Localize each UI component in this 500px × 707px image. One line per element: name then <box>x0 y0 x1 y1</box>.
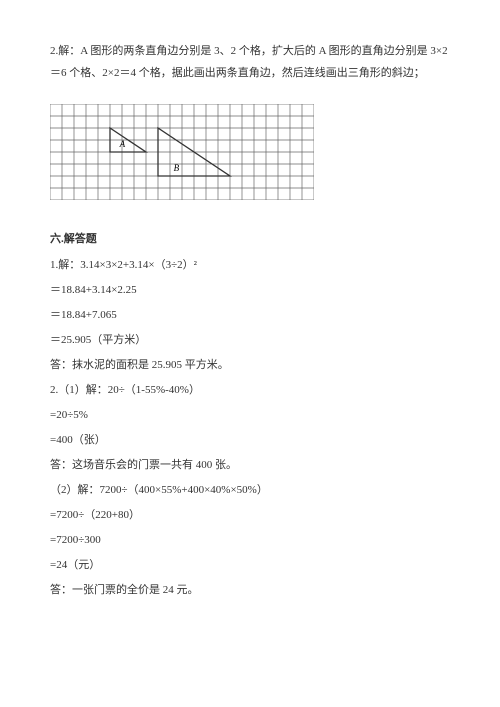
answer-line: 1.解：3.14×3×2+3.14×（3÷2）² <box>50 254 450 276</box>
grid-diagram: AB <box>50 104 450 208</box>
answer-line: =20÷5% <box>50 404 450 426</box>
answer-line: ＝25.905（平方米） <box>50 329 450 351</box>
answer-line: 2.（1）解：20÷（1-55%-40%） <box>50 379 450 401</box>
answer-line: ＝18.84+7.065 <box>50 304 450 326</box>
svg-text:B: B <box>174 163 180 173</box>
answer-line: ＝18.84+3.14×2.25 <box>50 279 450 301</box>
answer-line: 答：一张门票的全价是 24 元。 <box>50 579 450 601</box>
answer-line: （2）解：7200÷（400×55%+400×40%×50%） <box>50 479 450 501</box>
answer-line: =7200÷（220+80） <box>50 504 450 526</box>
answer-line: =400（张） <box>50 429 450 451</box>
answer-line: 答：这场音乐会的门票一共有 400 张。 <box>50 454 450 476</box>
answer-line: =7200÷300 <box>50 529 450 551</box>
svg-text:A: A <box>119 139 126 149</box>
problem2-intro: 2.解：A 图形的两条直角边分别是 3、2 个格，扩大后的 A 图形的直角边分别… <box>50 40 450 84</box>
section6-title: 六.解答题 <box>50 228 450 250</box>
answer-line: 答：抹水泥的面积是 25.905 平方米。 <box>50 354 450 376</box>
answer-line: =24（元） <box>50 554 450 576</box>
